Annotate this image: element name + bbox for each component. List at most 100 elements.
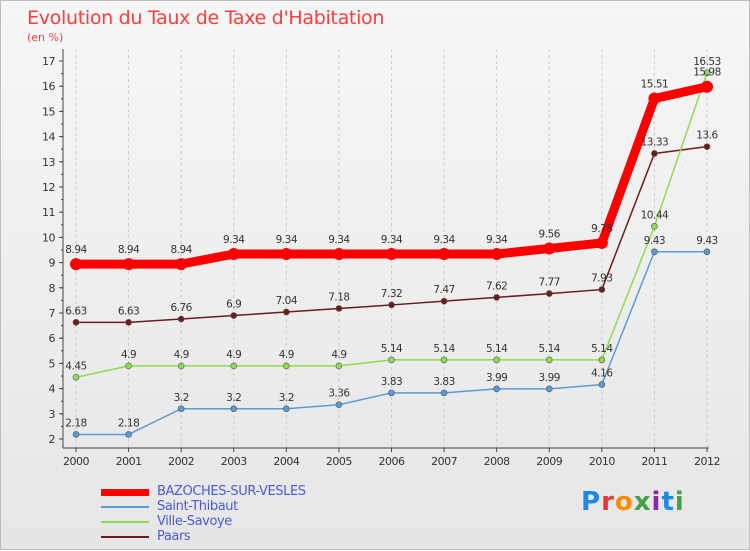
data-point (335, 401, 343, 409)
data-label: 9.78 (591, 223, 612, 235)
data-label: 7.62 (486, 280, 507, 292)
data-point (283, 362, 290, 370)
data-label: 9.34 (433, 234, 455, 246)
data-point (70, 258, 82, 271)
y-tick-label: 10 (42, 231, 55, 244)
data-point (125, 362, 132, 370)
y-tick-label: 12 (42, 181, 55, 194)
legend-item-ville-savoye: Ville-Savoye (101, 514, 401, 530)
data-point (493, 294, 500, 301)
data-point (125, 431, 132, 438)
data-label: 5.14 (539, 343, 561, 355)
data-point (598, 381, 606, 388)
data-point (651, 150, 658, 157)
data-label: 9.34 (486, 234, 508, 246)
data-label: 3.2 (279, 392, 294, 404)
data-point (598, 286, 606, 293)
data-label: 7.18 (328, 291, 349, 303)
y-tick-label: 16 (42, 80, 55, 93)
legend-label-ville-savoye: Ville-Savoye (157, 514, 232, 529)
data-point (598, 356, 606, 364)
data-point (283, 405, 290, 413)
data-label: 9.34 (223, 234, 245, 246)
x-tick-label: 2011 (641, 455, 667, 468)
legend-swatch-ville-savoye (101, 521, 149, 523)
data-label: 7.32 (381, 288, 402, 300)
data-point (125, 319, 132, 326)
logo-letter: o (614, 487, 634, 517)
y-tick-label: 17 (42, 55, 55, 68)
data-label: 4.9 (331, 349, 346, 361)
data-label: 5.14 (591, 343, 613, 355)
data-label: 8.94 (65, 244, 87, 256)
y-tick-label: 2 (49, 433, 56, 446)
y-tick-label: 11 (42, 206, 55, 219)
data-label: 3.83 (381, 376, 402, 388)
data-point (490, 248, 503, 261)
x-tick-label: 2003 (221, 455, 247, 468)
legend-swatch-bazoches (101, 489, 149, 496)
unit-label: (en %) (27, 31, 64, 44)
data-label: 9.34 (381, 234, 403, 246)
y-tick-label: 8 (49, 282, 56, 295)
x-tick-label: 2002 (168, 455, 194, 468)
data-point (122, 258, 135, 271)
data-point (440, 389, 448, 397)
y-tick-label: 9 (49, 257, 56, 270)
data-point (388, 356, 395, 364)
y-tick-label: 13 (42, 156, 55, 169)
y-tick-label: 3 (49, 408, 56, 421)
legend-item-bazoches: BAZOCHES-SUR-VESLES (101, 484, 401, 500)
y-tick-label: 6 (49, 332, 56, 345)
data-label: 2.18 (65, 417, 86, 429)
logo-letter: x (633, 487, 652, 517)
data-point (283, 308, 290, 316)
x-tick-label: 2006 (379, 455, 405, 468)
data-point (227, 248, 240, 261)
legend-swatch-paars (101, 536, 149, 538)
data-label: 3.99 (539, 372, 560, 384)
data-point (701, 80, 713, 93)
x-tick-label: 2012 (694, 455, 720, 468)
data-label: 4.9 (226, 349, 241, 361)
data-point (230, 362, 238, 370)
data-label: 8.94 (118, 244, 140, 256)
logo-letter: P (581, 487, 602, 517)
data-point (493, 385, 500, 393)
y-tick-label: 5 (49, 357, 56, 370)
data-point (648, 92, 661, 105)
x-tick-label: 2004 (273, 455, 299, 468)
data-label: 15.51 (641, 79, 669, 91)
data-label: 6.76 (170, 302, 192, 314)
legend-item-saint-thibaut: Saint-Thibaut (101, 499, 401, 515)
y-tick-label: 4 (49, 383, 56, 396)
data-label: 4.9 (174, 349, 189, 361)
x-tick-label: 2010 (589, 455, 615, 468)
data-point (335, 362, 343, 370)
data-point (703, 69, 711, 77)
data-point (545, 356, 553, 364)
data-point (177, 315, 185, 323)
logo-letter: t (661, 487, 675, 517)
x-tick-label: 2008 (484, 455, 510, 468)
data-label: 3.2 (174, 392, 189, 404)
data-point (440, 297, 448, 305)
x-tick-label: 2005 (326, 455, 352, 468)
data-point (651, 223, 658, 230)
data-label: 7.93 (591, 273, 612, 285)
y-tick-label: 7 (49, 307, 56, 320)
data-label: 13.6 (696, 130, 718, 142)
data-label: 4.45 (65, 360, 86, 372)
data-point (438, 248, 451, 261)
data-point (177, 362, 185, 370)
data-point (651, 248, 658, 256)
data-point (545, 290, 553, 297)
data-point (385, 248, 398, 261)
data-label: 7.47 (433, 284, 454, 296)
data-point (332, 248, 345, 261)
data-label: 6.63 (65, 305, 86, 317)
data-label: 7.77 (539, 277, 560, 289)
data-label: 3.2 (226, 392, 241, 404)
x-tick-label: 2007 (431, 455, 457, 468)
